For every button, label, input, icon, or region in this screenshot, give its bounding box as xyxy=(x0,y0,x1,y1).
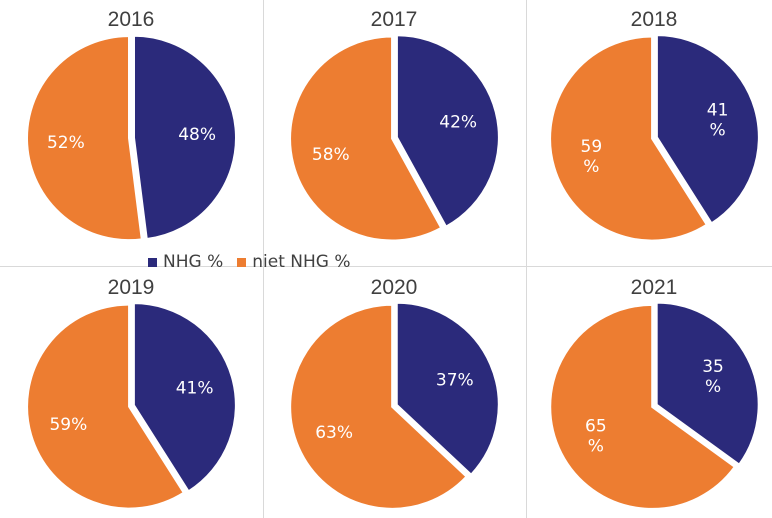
slice-nhg-2021 xyxy=(655,301,760,466)
slice-niet-nhg-2016 xyxy=(26,35,143,242)
slice-niet-nhg-2018 xyxy=(549,35,709,242)
pie-2017: 2017 42% 58% xyxy=(289,8,500,242)
divider-vertical-left xyxy=(263,0,264,518)
pie-2016: 2016 48% 52% xyxy=(26,8,237,242)
pie-2018: 2018 41 % 59% xyxy=(549,8,760,242)
slice-nhg-2018 xyxy=(655,34,760,225)
legend: NHG % niet NHG % xyxy=(148,250,351,274)
slice-nhg-2016 xyxy=(132,34,237,241)
pie-title-2018: 2018 xyxy=(631,8,678,31)
pie-2019: 2019 41% 59% xyxy=(26,276,237,510)
label-niet-nhg-2017: 58% xyxy=(312,145,350,165)
slice-nhg-2017 xyxy=(395,34,500,228)
slice-nhg-2019 xyxy=(132,302,237,493)
label-nhg-2017: 42% xyxy=(439,113,477,133)
slice-niet-nhg-2020 xyxy=(289,303,468,510)
label-niet-nhg-2020: 63% xyxy=(315,423,353,443)
legend-item-nhg: NHG % xyxy=(148,252,223,272)
legend-label-niet-nhg: niet NHG % xyxy=(252,252,351,272)
label-nhg-2021: 35% xyxy=(702,357,724,397)
pie-title-2017: 2017 xyxy=(371,8,418,31)
slice-niet-nhg-2021 xyxy=(549,303,737,510)
divider-horizontal xyxy=(0,266,772,267)
pie-2020: 2020 37% 63% xyxy=(289,276,500,510)
slice-niet-nhg-2019 xyxy=(26,303,186,510)
label-nhg-2018: 41% xyxy=(707,101,729,141)
label-niet-nhg-2016: 52% xyxy=(47,133,85,153)
legend-item-niet-nhg: niet NHG % xyxy=(237,252,351,272)
legend-label-nhg: NHG % xyxy=(163,252,224,272)
pie-title-2021: 2021 xyxy=(631,276,678,299)
pie-title-2016: 2016 xyxy=(108,8,155,31)
pie-title-2019: 2019 xyxy=(108,276,155,299)
label-niet-nhg-2021: 65% xyxy=(585,417,607,457)
legend-swatch-nhg xyxy=(148,257,157,267)
label-niet-nhg-2018: 59% xyxy=(581,137,603,177)
legend-swatch-niet-nhg xyxy=(237,257,247,267)
label-niet-nhg-2019: 59% xyxy=(49,415,87,435)
slice-nhg-2020 xyxy=(395,301,500,477)
slice-niet-nhg-2017 xyxy=(289,35,443,242)
label-nhg-2020: 37% xyxy=(436,371,474,391)
label-nhg-2019: 41% xyxy=(176,379,214,399)
divider-vertical-right xyxy=(526,0,527,518)
pie-2021: 2021 35 % 65% xyxy=(549,276,760,510)
label-nhg-2016: 48% xyxy=(178,125,216,145)
pie-title-2020: 2020 xyxy=(371,276,418,299)
